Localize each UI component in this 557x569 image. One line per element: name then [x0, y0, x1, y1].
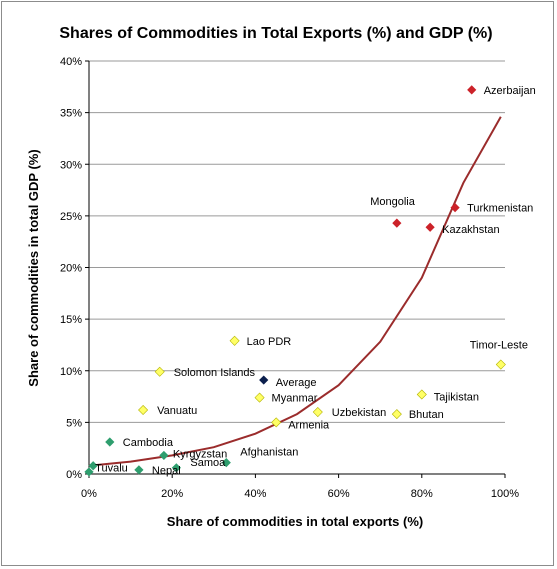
x-tick-label: 80% — [411, 488, 433, 500]
point-uzbekistan — [312, 407, 323, 418]
label-azerbaijan: Azerbaijan — [484, 85, 536, 97]
y-tick-label: 0% — [66, 469, 82, 481]
point-kazakhstan — [425, 222, 435, 232]
point-samoa — [171, 463, 181, 473]
data-points — [84, 85, 506, 477]
point-kyrgyzstan — [159, 450, 169, 461]
label-tajikistan: Tajikistan — [434, 391, 479, 403]
label-kyrgyzstan: Kyrgyzstan — [173, 448, 227, 460]
y-tick-label: 10% — [60, 366, 82, 378]
label-tuvalu: Tuvalu — [95, 463, 128, 475]
y-tick-label: 30% — [60, 159, 82, 171]
label-samoa: Samoa — [190, 457, 226, 469]
label-mongolia: Mongolia — [370, 196, 416, 208]
point-mongolia — [392, 218, 402, 228]
label-vanuatu: Vanuatu — [157, 405, 197, 417]
point-azerbaijan — [467, 85, 477, 95]
y-tick-label: 20% — [60, 263, 82, 275]
label-timor-leste: Timor-Leste — [470, 340, 528, 352]
point-bhutan — [391, 409, 402, 420]
y-axis-ticks: 0% 5% 10% 15% 20% 25% 30% 35% 40% — [60, 56, 89, 481]
label-cambodia: Cambodia — [123, 437, 174, 449]
point-nepal — [134, 465, 144, 475]
x-tick-label: 40% — [244, 488, 266, 500]
label-lao-pdr: Lao PDR — [247, 336, 292, 348]
gridlines — [89, 60, 505, 423]
point-timor-leste — [495, 359, 506, 370]
point-solomon-islands — [154, 366, 165, 377]
trendline — [88, 116, 502, 467]
point-cambodia — [105, 437, 115, 447]
point-unlabeled — [84, 467, 94, 477]
x-axis-ticks: 0% 20% 40% 60% 80% 100% — [81, 474, 519, 500]
x-axis-title: Share of commodities in total exports (%… — [167, 514, 423, 529]
point-lao-pdr — [229, 335, 240, 346]
x-tick-label: 0% — [81, 488, 97, 500]
label-afghanistan: Afghanistan — [240, 447, 298, 459]
y-tick-label: 35% — [60, 108, 82, 120]
y-tick-label: 15% — [60, 314, 82, 326]
label-nepal: Nepal — [152, 465, 181, 477]
point-tajikistan — [416, 389, 427, 400]
y-axis-title: Share of commodities in total GDP (%) — [26, 149, 41, 386]
point-average — [259, 375, 269, 385]
x-tick-label: 20% — [161, 488, 183, 500]
point-armenia — [271, 417, 282, 428]
point-afghanistan — [221, 458, 231, 468]
label-armenia: Armenia — [288, 419, 330, 431]
label-solomon-islands: Solomon Islands — [174, 367, 256, 379]
point-turkmenistan — [450, 203, 460, 213]
point-myanmar — [254, 392, 265, 403]
chart-title: Shares of Commodities in Total Exports (… — [59, 25, 492, 42]
label-kazakhstan: Kazakhstan — [442, 224, 499, 236]
point-vanuatu — [138, 404, 149, 416]
x-tick-label: 100% — [491, 488, 519, 500]
label-uzbekistan: Uzbekistan — [332, 407, 386, 419]
label-average: Average — [276, 377, 317, 389]
x-tick-label: 60% — [328, 488, 350, 500]
label-turkmenistan: Turkmenistan — [467, 203, 533, 215]
point-tuvalu — [88, 461, 98, 471]
label-bhutan: Bhutan — [409, 409, 444, 421]
y-tick-label: 25% — [60, 211, 82, 223]
data-labels: Azerbaijan Turkmenistan Mongolia Kazakhstan… — [95, 85, 536, 477]
y-tick-label: 5% — [66, 417, 82, 429]
trendline-group — [88, 116, 502, 467]
y-tick-label: 40% — [60, 56, 82, 68]
label-myanmar: Myanmar — [272, 393, 318, 405]
